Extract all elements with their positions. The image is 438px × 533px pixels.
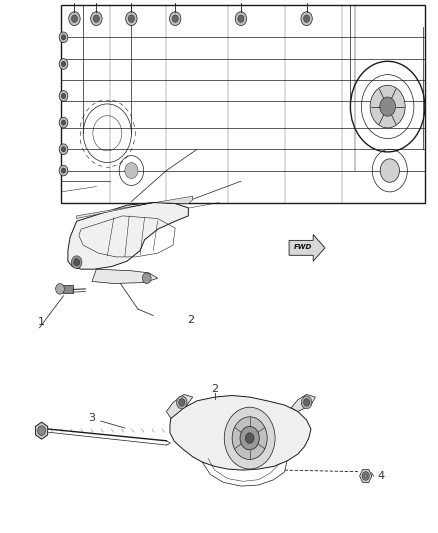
Circle shape xyxy=(61,93,66,99)
Circle shape xyxy=(235,12,247,26)
Polygon shape xyxy=(360,470,372,482)
Circle shape xyxy=(170,12,181,26)
Circle shape xyxy=(59,144,68,155)
Circle shape xyxy=(232,417,267,459)
Circle shape xyxy=(172,15,178,22)
Polygon shape xyxy=(291,394,315,411)
Circle shape xyxy=(61,61,66,67)
Circle shape xyxy=(179,399,185,406)
Circle shape xyxy=(61,120,66,125)
Circle shape xyxy=(301,396,312,409)
Circle shape xyxy=(59,32,68,43)
Circle shape xyxy=(304,399,310,406)
Circle shape xyxy=(128,15,134,22)
Circle shape xyxy=(59,117,68,128)
Text: 1: 1 xyxy=(38,318,45,327)
Circle shape xyxy=(301,12,312,26)
Polygon shape xyxy=(92,269,158,284)
Circle shape xyxy=(380,159,399,182)
Circle shape xyxy=(91,12,102,26)
Circle shape xyxy=(93,15,99,22)
Circle shape xyxy=(177,396,187,409)
Polygon shape xyxy=(0,0,438,330)
Circle shape xyxy=(59,165,68,176)
Circle shape xyxy=(362,472,369,480)
Circle shape xyxy=(238,15,244,22)
Circle shape xyxy=(380,97,396,116)
Circle shape xyxy=(71,15,78,22)
Text: 2: 2 xyxy=(211,384,218,394)
Circle shape xyxy=(370,85,405,128)
Circle shape xyxy=(61,168,66,173)
Text: 2: 2 xyxy=(187,315,194,325)
Polygon shape xyxy=(35,422,48,439)
Circle shape xyxy=(224,407,275,469)
Polygon shape xyxy=(63,285,73,293)
Circle shape xyxy=(142,273,151,284)
Text: 3: 3 xyxy=(88,414,95,423)
Circle shape xyxy=(59,91,68,101)
Polygon shape xyxy=(77,196,193,219)
Circle shape xyxy=(38,426,46,435)
Polygon shape xyxy=(170,395,311,470)
Circle shape xyxy=(61,35,66,40)
Circle shape xyxy=(245,433,254,443)
Polygon shape xyxy=(166,394,193,418)
Circle shape xyxy=(125,163,138,179)
Circle shape xyxy=(240,426,259,450)
Circle shape xyxy=(59,59,68,69)
Circle shape xyxy=(304,15,310,22)
Circle shape xyxy=(126,12,137,26)
Polygon shape xyxy=(289,235,325,261)
Circle shape xyxy=(61,147,66,152)
Polygon shape xyxy=(68,203,188,269)
Circle shape xyxy=(56,284,64,294)
Text: FWD: FWD xyxy=(293,244,312,251)
Circle shape xyxy=(74,259,80,266)
Text: 4: 4 xyxy=(378,471,385,481)
Circle shape xyxy=(69,12,80,26)
Circle shape xyxy=(71,256,82,269)
